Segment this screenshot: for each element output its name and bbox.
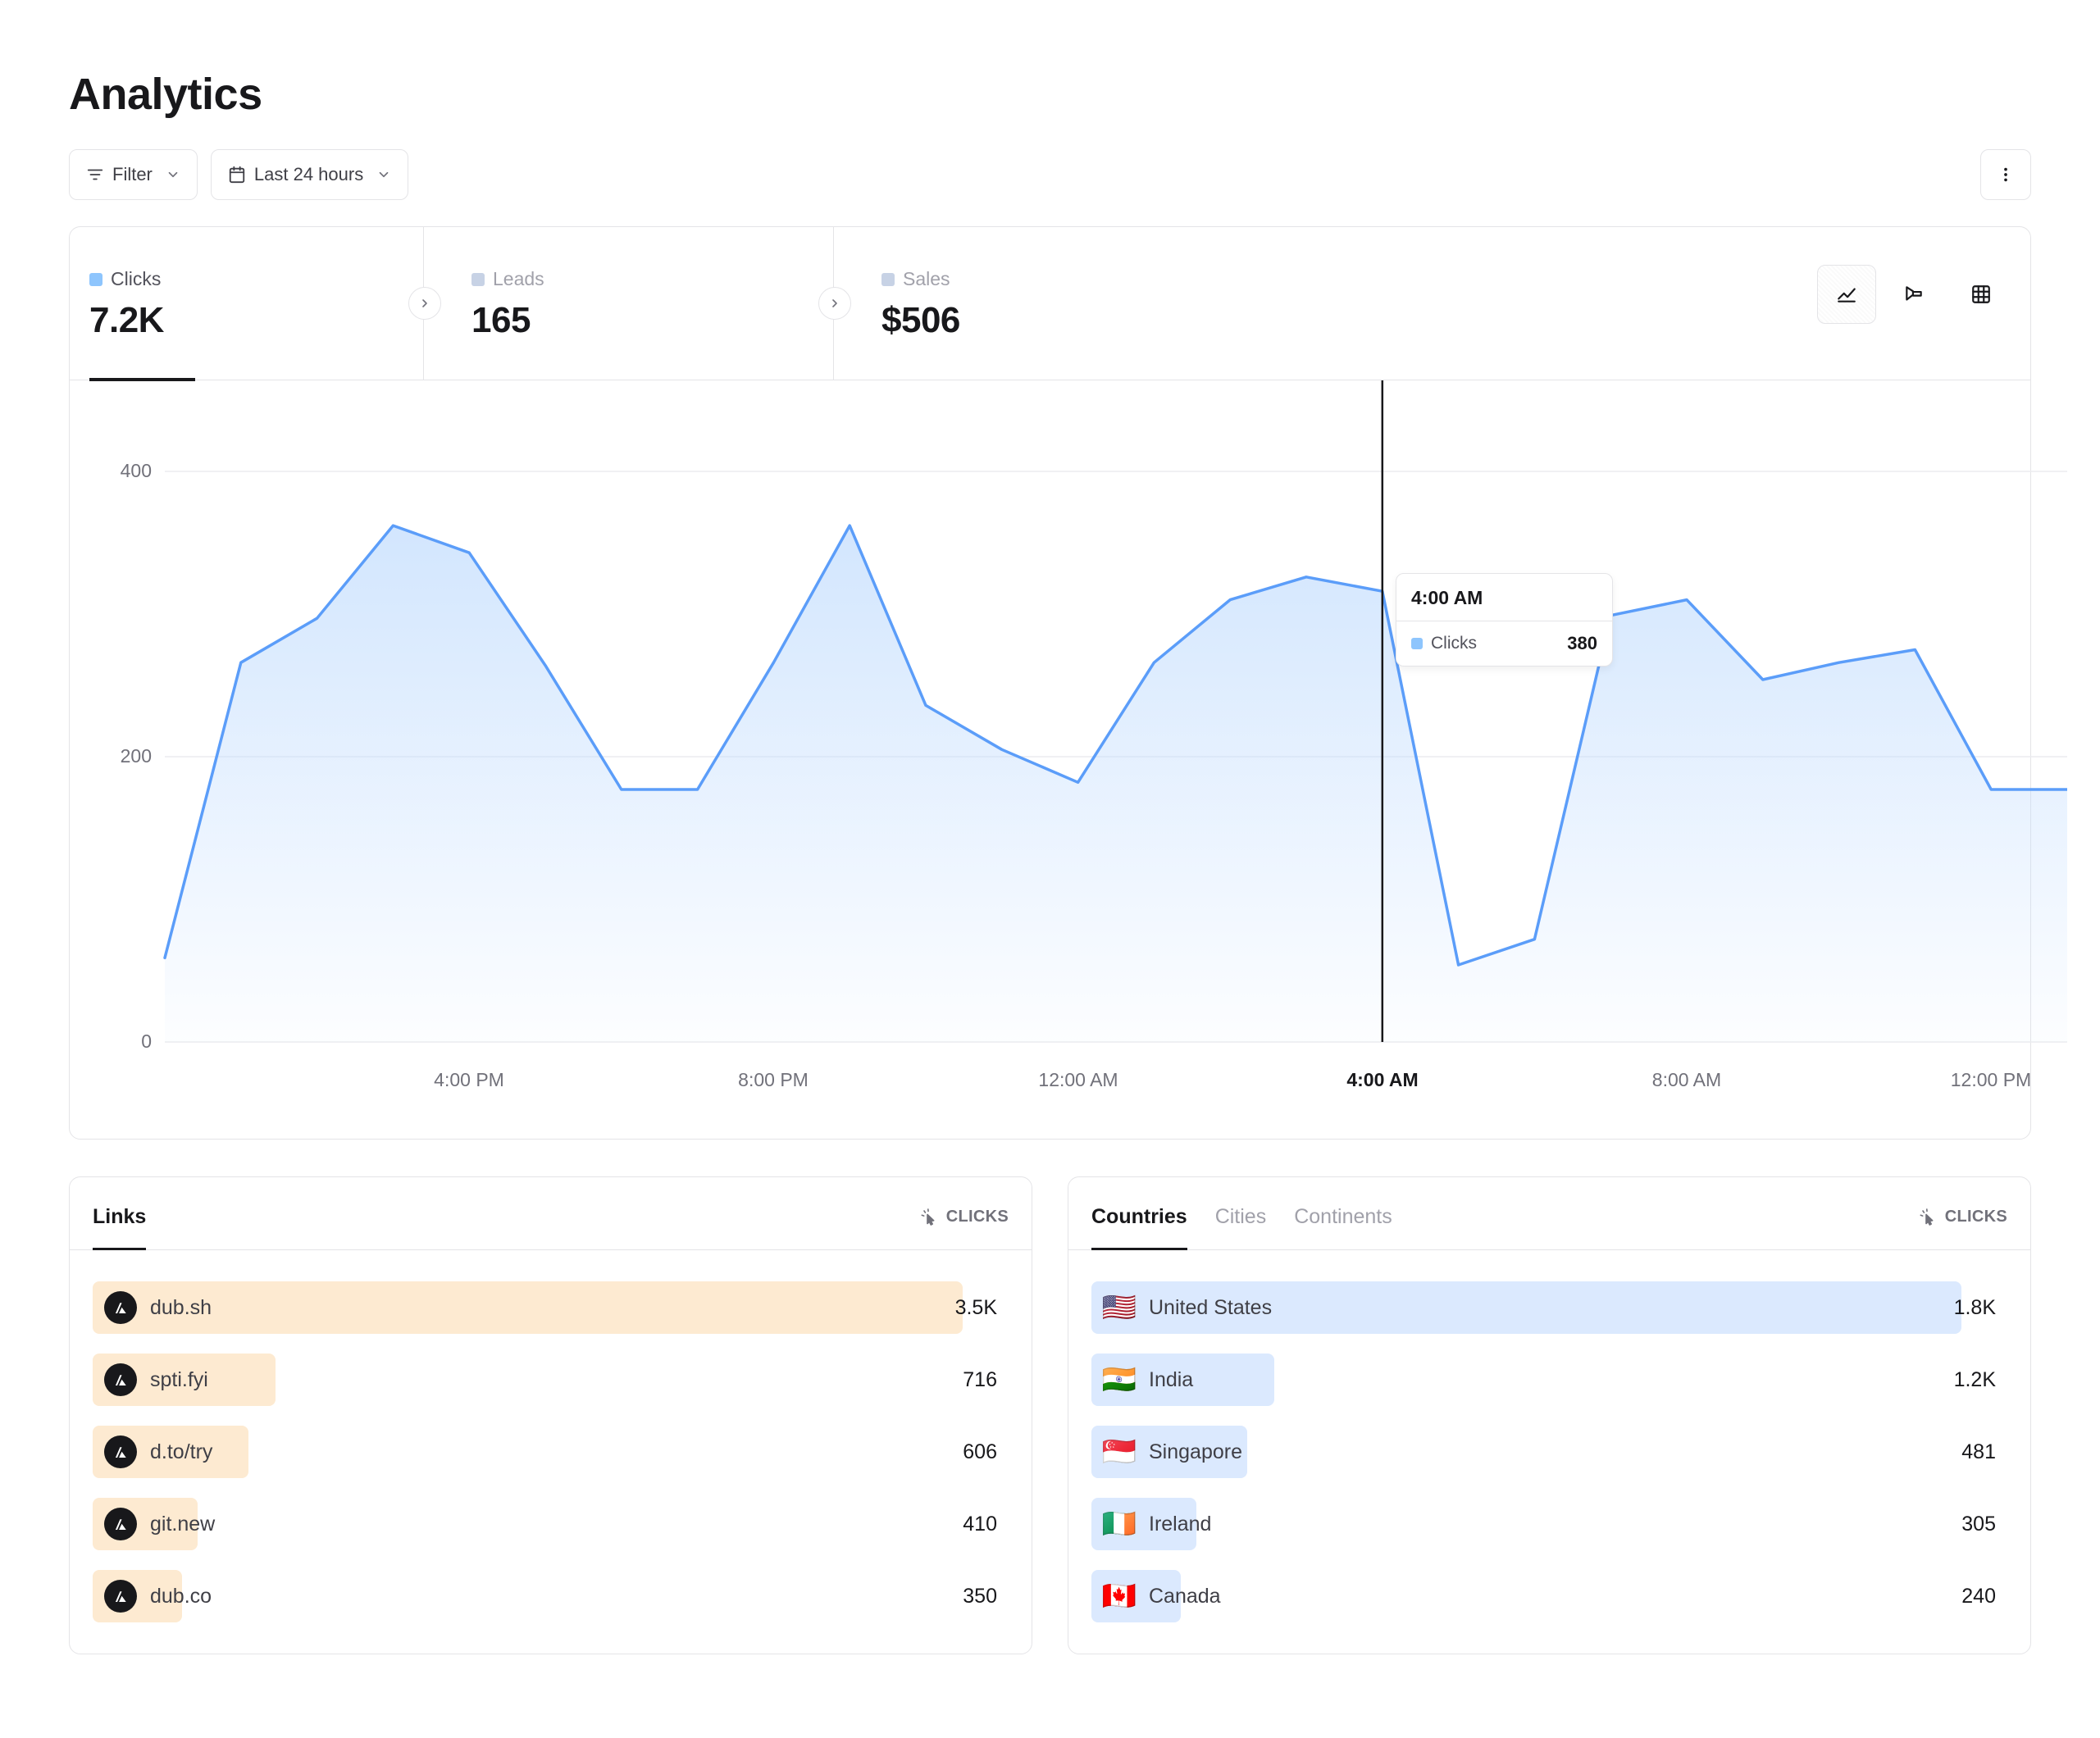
svg-text:0: 0	[141, 1031, 152, 1052]
svg-text:8:00 AM: 8:00 AM	[1652, 1069, 1721, 1090]
svg-text:8:00 PM: 8:00 PM	[738, 1069, 809, 1090]
svg-text:12:00 PM: 12:00 PM	[1951, 1069, 2031, 1090]
svg-text:4:00 PM: 4:00 PM	[434, 1069, 504, 1090]
svg-text:12:00 AM: 12:00 AM	[1038, 1069, 1118, 1090]
svg-text:400: 400	[121, 460, 152, 481]
svg-text:200: 200	[121, 745, 152, 767]
svg-text:4:00 AM: 4:00 AM	[1346, 1069, 1418, 1090]
